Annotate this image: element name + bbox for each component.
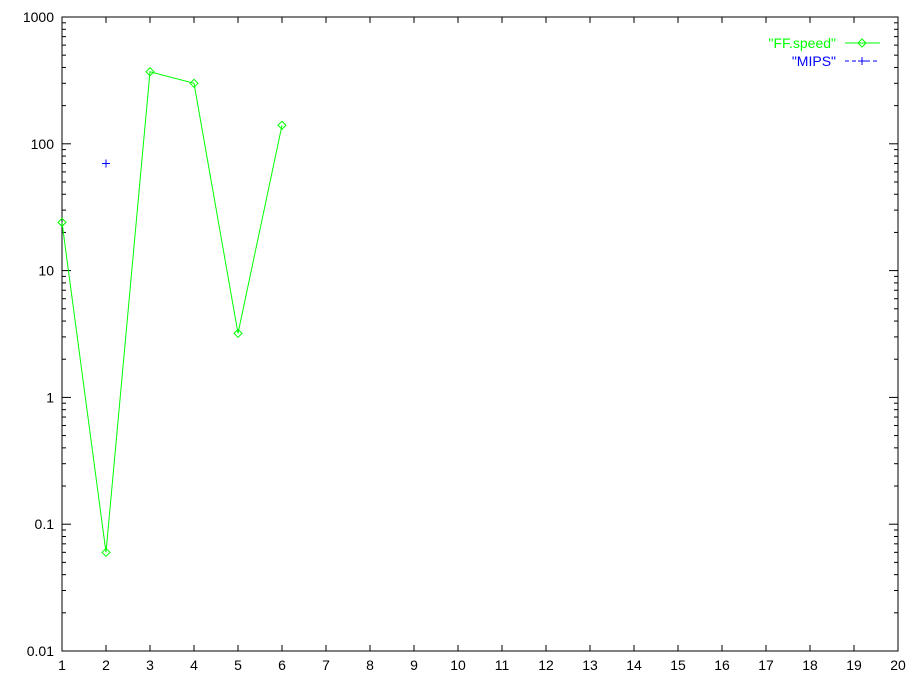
data-point — [57, 217, 67, 228]
legend-label: "FF.speed" — [768, 35, 836, 51]
x-tick-label: 15 — [670, 657, 686, 673]
legend-label: "MIPS" — [792, 53, 836, 69]
x-tick-label: 6 — [278, 657, 286, 673]
legend-marker — [857, 38, 867, 48]
x-tick-label: 13 — [582, 657, 598, 673]
series-line — [61, 71, 283, 553]
data-point — [102, 159, 110, 168]
x-tick-label: 10 — [450, 657, 466, 673]
y-tick-label: 10 — [38, 263, 54, 279]
x-tick-label: 11 — [495, 657, 510, 673]
x-tick-label: 4 — [190, 657, 198, 673]
x-axis-ticks: 1 2 3 4 5 6 7 8 9 10 11 12 13 14 15 16 17 18 19 20 — [58, 17, 906, 673]
x-tick-label: 17 — [758, 657, 774, 673]
legend: "FF.speed" "MIPS" — [768, 35, 880, 69]
x-tick-label: 12 — [538, 657, 554, 673]
series-layer — [57, 67, 287, 558]
x-tick-label: 2 — [102, 657, 110, 673]
data-point — [101, 547, 111, 558]
x-tick-label: 9 — [410, 657, 418, 673]
data-point — [233, 328, 243, 339]
y-axis-ticks: 0.01 0.1 1 10 100 1000 — [23, 9, 898, 659]
x-tick-label: 3 — [146, 657, 154, 673]
y-tick-label: 100 — [31, 136, 55, 152]
x-tick-label: 16 — [714, 657, 730, 673]
y-tick-label: 1000 — [23, 9, 54, 25]
series-0 — [57, 67, 287, 558]
y-tick-label: 1 — [46, 389, 54, 405]
x-tick-label: 1 — [58, 657, 66, 673]
series-1 — [102, 159, 110, 168]
y-tick-label: 0.01 — [27, 643, 54, 659]
data-point — [189, 78, 199, 89]
x-tick-label: 14 — [626, 657, 642, 673]
plot-frame — [61, 16, 899, 652]
legend-marker — [858, 57, 866, 65]
x-tick-label: 7 — [322, 657, 330, 673]
x-tick-label: 18 — [802, 657, 818, 673]
x-tick-label: 20 — [890, 657, 906, 673]
data-point — [145, 67, 155, 77]
data-point — [277, 120, 287, 130]
x-tick-label: 5 — [234, 657, 242, 673]
y-tick-label: 0.1 — [35, 516, 55, 532]
x-tick-label: 8 — [366, 657, 374, 673]
x-tick-label: 19 — [846, 657, 862, 673]
